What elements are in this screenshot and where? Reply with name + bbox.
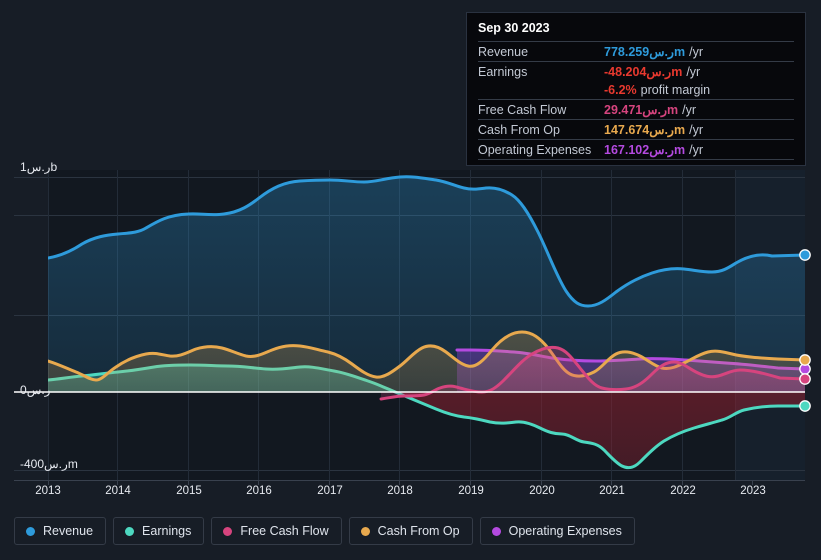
legend-dot-revenue: [26, 526, 35, 536]
tooltip-value-free-cash-flow: 29.471ر.سm: [604, 103, 679, 117]
tooltip-value-revenue: 778.259ر.سm: [604, 45, 686, 59]
tooltip-unit-operating-expenses: /yr: [689, 143, 703, 157]
tooltip-date: Sep 30 2023: [478, 21, 550, 35]
financial-area-chart[interactable]: [0, 0, 821, 500]
tooltip-label-free-cash-flow: Free Cash Flow: [478, 103, 567, 117]
tooltip-row-cash-from-op: Cash From Op 147.674ر.سm /yr: [478, 119, 794, 139]
revenue-area: [48, 176, 805, 392]
legend-item-free-cash-flow[interactable]: Free Cash Flow: [211, 517, 342, 545]
x-axis-label-2023: 2023: [740, 485, 766, 497]
tooltip-label-revenue: Revenue: [478, 45, 529, 59]
tooltip-row-operating-expenses: Operating Expenses 167.102ر.سm /yr: [478, 139, 794, 160]
x-axis-label-2016: 2016: [246, 485, 272, 497]
earnings-area-negative: [400, 392, 805, 468]
tooltip-value-operating-expenses: 167.102ر.سm: [604, 143, 686, 157]
x-axis-label-2020: 2020: [529, 485, 555, 497]
legend-item-earnings[interactable]: Earnings: [113, 517, 205, 545]
legend-label-revenue: Revenue: [43, 524, 94, 538]
legend-dot-cash-from-op: [360, 526, 370, 536]
cash-from-op-line: [48, 330, 805, 382]
tooltip-unit-earnings: /yr: [686, 65, 701, 79]
tooltip-label-earnings: Earnings: [478, 65, 528, 79]
x-axis-label-2021: 2021: [599, 485, 625, 497]
x-axis-ticks: [48, 480, 753, 485]
endpoint-cash-from-op[interactable]: [799, 354, 811, 366]
tooltip-unit-revenue: /yr: [689, 45, 703, 59]
chart-legend: Revenue Earnings Free Cash Flow Cash Fro…: [14, 517, 635, 545]
tooltip-value-earnings: -48.204ر.سm: [604, 65, 683, 79]
legend-dot-free-cash-flow: [223, 526, 233, 536]
legend-item-operating-expenses[interactable]: Operating Expenses: [479, 517, 635, 545]
revenue-line: [48, 175, 805, 308]
tooltip-unit-profit-margin: profit margin: [640, 83, 711, 97]
tooltip-unit-free-cash-flow: /yr: [682, 103, 697, 117]
x-axis-label-2017: 2017: [317, 485, 343, 497]
endpoint-earnings[interactable]: [799, 400, 811, 412]
x-axis-label-2013: 2013: [35, 485, 61, 497]
legend-item-cash-from-op[interactable]: Cash From Op: [348, 517, 473, 545]
legend-item-revenue[interactable]: Revenue: [14, 517, 107, 545]
y-axis-label-zero: 0ر.س: [20, 383, 51, 397]
legend-dot-earnings: [125, 526, 135, 536]
endpoint-free-cash-flow[interactable]: [799, 373, 811, 385]
x-axis-label-2018: 2018: [387, 485, 413, 497]
tooltip-value-profit-margin: -6.2%: [604, 83, 637, 97]
y-axis-label-bottom: -400ر.سm: [20, 457, 78, 471]
x-axis-label-2019: 2019: [458, 485, 484, 497]
tooltip-unit-cash-from-op: /yr: [689, 123, 703, 137]
free-cash-flow-area: [381, 347, 805, 399]
free-cash-flow-line: [379, 345, 805, 401]
legend-dot-operating-expenses: [491, 526, 501, 536]
x-axis-label-2022: 2022: [670, 485, 696, 497]
tooltip-row-profit-margin: -6.2% profit margin: [478, 81, 794, 99]
legend-label-cash-from-op: Cash From Op: [377, 524, 460, 538]
tooltip-row-free-cash-flow: Free Cash Flow 29.471ر.سm /yr: [478, 99, 794, 119]
tooltip-label-operating-expenses: Operating Expenses: [478, 143, 592, 157]
series-endpoint-markers[interactable]: [799, 249, 811, 412]
tooltip-value-cash-from-op: 147.674ر.سm: [604, 123, 686, 137]
tooltip-row-earnings: Earnings -48.204ر.سm /yr: [478, 61, 794, 81]
legend-label-operating-expenses: Operating Expenses: [508, 524, 622, 538]
legend-label-earnings: Earnings: [142, 524, 192, 538]
y-axis-label-top: 1ر.سb: [20, 160, 58, 174]
tooltip-label-cash-from-op: Cash From Op: [478, 123, 560, 137]
tooltip-row-revenue: Revenue 778.259ر.سm /yr: [478, 41, 794, 61]
endpoint-revenue[interactable]: [799, 249, 811, 261]
cash-from-op-area: [48, 332, 805, 392]
datapoint-tooltip: Sep 30 2023 Revenue 778.259ر.سm /yr Earn…: [466, 12, 806, 166]
legend-label-free-cash-flow: Free Cash Flow: [240, 524, 329, 538]
x-axis-label-2015: 2015: [176, 485, 202, 497]
x-axis-label-2014: 2014: [105, 485, 131, 497]
